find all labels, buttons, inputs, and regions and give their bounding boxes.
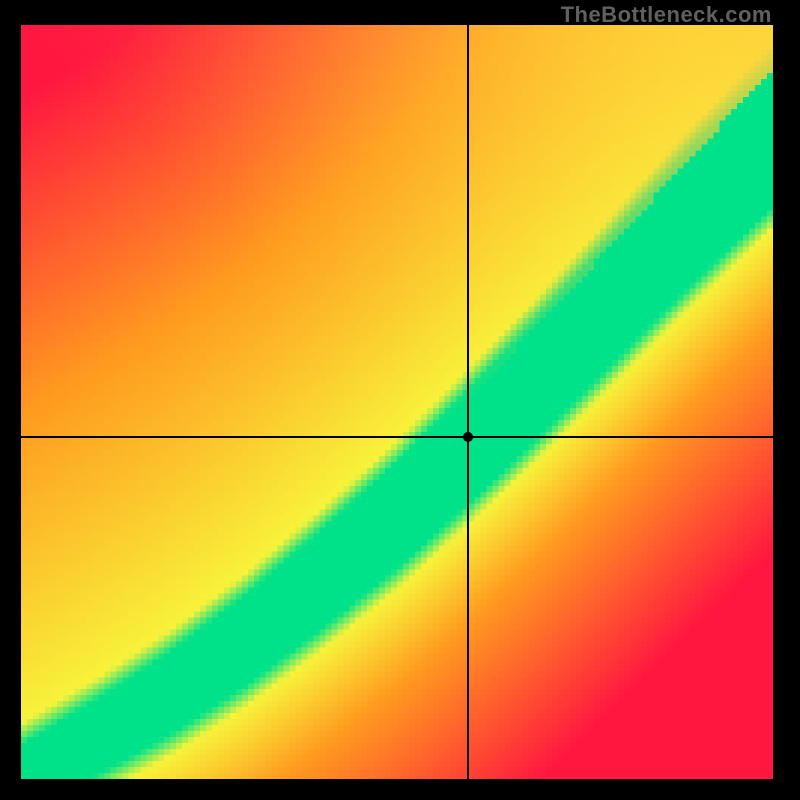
heatmap-plot [21, 25, 773, 779]
heatmap-canvas [21, 25, 773, 779]
chart-frame: TheBottleneck.com [0, 0, 800, 800]
crosshair-horizontal [21, 436, 773, 438]
crosshair-vertical [467, 25, 469, 779]
watermark-text: TheBottleneck.com [561, 2, 772, 28]
crosshair-marker [462, 431, 474, 443]
